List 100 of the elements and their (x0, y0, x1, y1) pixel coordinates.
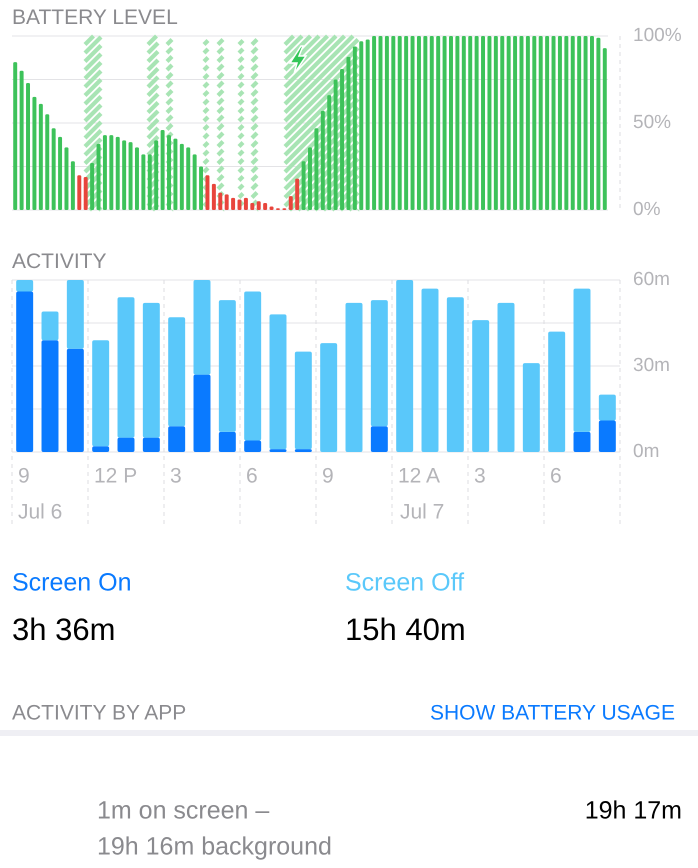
bar (346, 302, 362, 452)
y-tick-label: 100% (633, 25, 682, 46)
bar (66, 348, 84, 452)
bar (194, 280, 210, 375)
bar (519, 36, 524, 210)
bar (199, 166, 204, 210)
bar (20, 70, 24, 210)
bar (391, 36, 396, 210)
bar (92, 446, 110, 452)
bar (598, 394, 616, 420)
bar (205, 175, 210, 210)
bar (118, 297, 134, 438)
bar (498, 302, 514, 452)
bar (404, 36, 408, 210)
x-tick-label: 12 A (398, 464, 440, 488)
bar (244, 440, 262, 452)
bar (506, 36, 511, 210)
bar (224, 194, 229, 210)
bar (128, 142, 133, 210)
bar (577, 36, 582, 210)
bar (70, 161, 75, 210)
bar (270, 314, 286, 450)
bar (294, 449, 312, 452)
bar (92, 340, 110, 446)
bar (320, 343, 338, 452)
bar (16, 291, 34, 452)
bar (294, 352, 312, 450)
bar (168, 317, 186, 426)
bar (596, 38, 600, 210)
bar (423, 36, 428, 210)
bar (384, 36, 389, 210)
bar (590, 36, 594, 210)
bar (481, 36, 486, 210)
bar (334, 80, 338, 210)
bar (231, 198, 236, 210)
y-tick-label: 30m (633, 355, 670, 376)
bar (167, 135, 171, 210)
bar (38, 104, 43, 210)
bar (142, 438, 160, 452)
bar (118, 438, 134, 452)
bar (545, 36, 550, 210)
bar (42, 312, 58, 340)
bar (288, 196, 293, 210)
bar (468, 36, 472, 210)
bar (340, 69, 344, 210)
y-tick-label: 0m (633, 441, 660, 462)
bar (314, 128, 318, 210)
bar (449, 36, 453, 210)
text: 19h 16m background (97, 832, 332, 861)
bar (522, 363, 540, 452)
bar (532, 36, 536, 210)
bar (26, 82, 30, 210)
x-tick-label: 9 (322, 464, 334, 488)
bar (366, 39, 370, 210)
bar (109, 135, 114, 210)
bar (250, 203, 254, 210)
x-tick-label: 9 (18, 464, 30, 488)
bar (474, 36, 479, 210)
bar (192, 154, 197, 210)
bar (574, 432, 590, 452)
bar (602, 48, 607, 210)
bar (42, 340, 58, 452)
bar (352, 46, 357, 210)
bar (308, 147, 312, 210)
bar (270, 206, 274, 210)
bar (256, 201, 261, 210)
x-tick-label: 3 (170, 464, 182, 488)
bar (422, 288, 438, 452)
bar (96, 144, 101, 210)
bar (302, 161, 306, 210)
bar (574, 288, 590, 432)
text: 19h 17m (584, 796, 682, 825)
text: 3h 36m (12, 612, 116, 648)
bar (13, 62, 18, 210)
bar (564, 36, 568, 210)
bar (32, 96, 36, 210)
bar (446, 297, 464, 452)
bar (194, 374, 210, 452)
bar (244, 291, 262, 441)
bar (90, 163, 94, 210)
bar (64, 147, 68, 210)
bar (218, 300, 236, 432)
bar (154, 140, 158, 210)
bar (370, 300, 388, 426)
x-tick-label: 6 (550, 464, 562, 488)
bar (548, 332, 566, 452)
x-tick-label: 12 P (94, 464, 138, 488)
bar (270, 449, 286, 452)
bar (134, 147, 139, 210)
bar (295, 178, 300, 210)
bar (141, 154, 146, 210)
bar (430, 36, 434, 210)
chart-title: ACTIVITY (12, 250, 107, 273)
bar (436, 36, 440, 210)
bar (410, 36, 415, 210)
bar (359, 41, 364, 210)
bar (142, 302, 160, 438)
bar (598, 420, 616, 452)
bar (218, 432, 236, 452)
bar (416, 36, 421, 210)
